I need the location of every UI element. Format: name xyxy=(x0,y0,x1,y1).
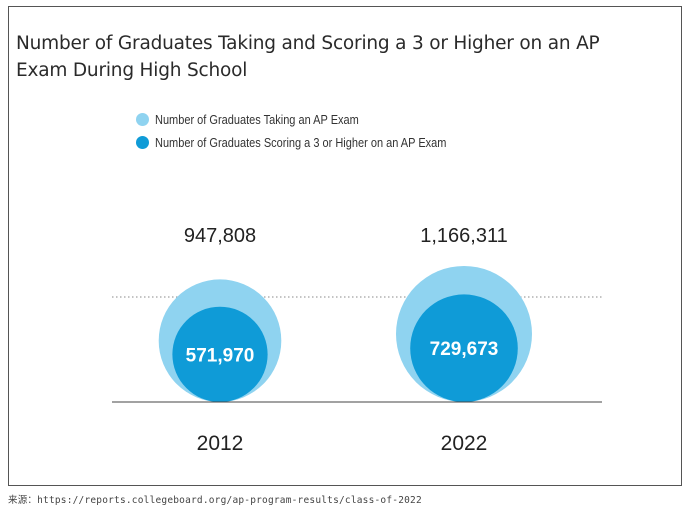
data-label-taking-2012: 947,808 xyxy=(184,225,256,247)
data-label-scoring-2012: 571,970 xyxy=(186,345,255,366)
category-label-2012: 2012 xyxy=(197,432,244,455)
chart-title: Number of Graduates Taking and Scoring a… xyxy=(16,33,600,81)
bubble-scoring-2012 xyxy=(172,306,268,403)
legend-item-taking: Number of Graduates Taking an AP Exam xyxy=(136,108,486,131)
legend-label-taking: Number of Graduates Taking an AP Exam xyxy=(155,112,359,127)
legend-item-scoring: Number of Graduates Scoring a 3 or Highe… xyxy=(136,131,486,154)
chart-frame xyxy=(8,6,682,486)
category-label-2022: 2022 xyxy=(441,432,488,455)
legend-label-scoring: Number of Graduates Scoring a 3 or Highe… xyxy=(155,135,447,150)
legend-swatch-taking xyxy=(136,113,149,126)
legend-swatch-scoring xyxy=(136,136,149,149)
data-label-scoring-2022: 729,673 xyxy=(430,339,499,360)
legend: Number of Graduates Taking an AP Exam Nu… xyxy=(136,108,486,154)
source-note: 来源：https://reports.collegeboard.org/ap-p… xyxy=(8,495,422,506)
data-label-taking-2022: 1,166,311 xyxy=(420,225,508,247)
bubble-scoring-2022 xyxy=(410,294,518,402)
